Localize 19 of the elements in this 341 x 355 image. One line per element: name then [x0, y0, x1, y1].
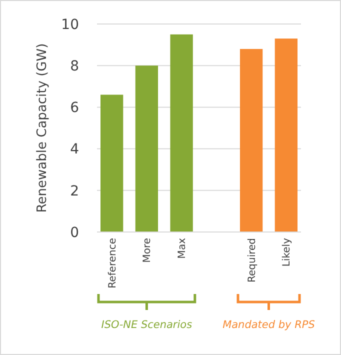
x-tick-label: Reference [107, 238, 118, 288]
x-tick-label: Likely [282, 238, 293, 267]
x-tick-label: More [142, 238, 154, 263]
bar [170, 34, 193, 232]
y-tick-label: 4 [70, 142, 80, 158]
y-tick-label: 6 [70, 100, 80, 116]
bar [100, 94, 124, 232]
y-tick-label: 0 [70, 224, 79, 241]
x-tick-label: Max [177, 238, 188, 259]
bar [274, 38, 298, 232]
x-tick-label: Required [246, 238, 258, 283]
y-tick-label: 2 [70, 183, 79, 200]
y-axis-title: Renewable Capacity (GW) [35, 43, 50, 213]
text: ISO-NE Scenarios [101, 319, 193, 331]
text: Mandated by RPS [222, 319, 316, 331]
bar [240, 48, 263, 232]
bar [135, 66, 158, 232]
y-tick-label: 10 [61, 16, 79, 33]
y-tick-label: 8 [70, 58, 79, 74]
